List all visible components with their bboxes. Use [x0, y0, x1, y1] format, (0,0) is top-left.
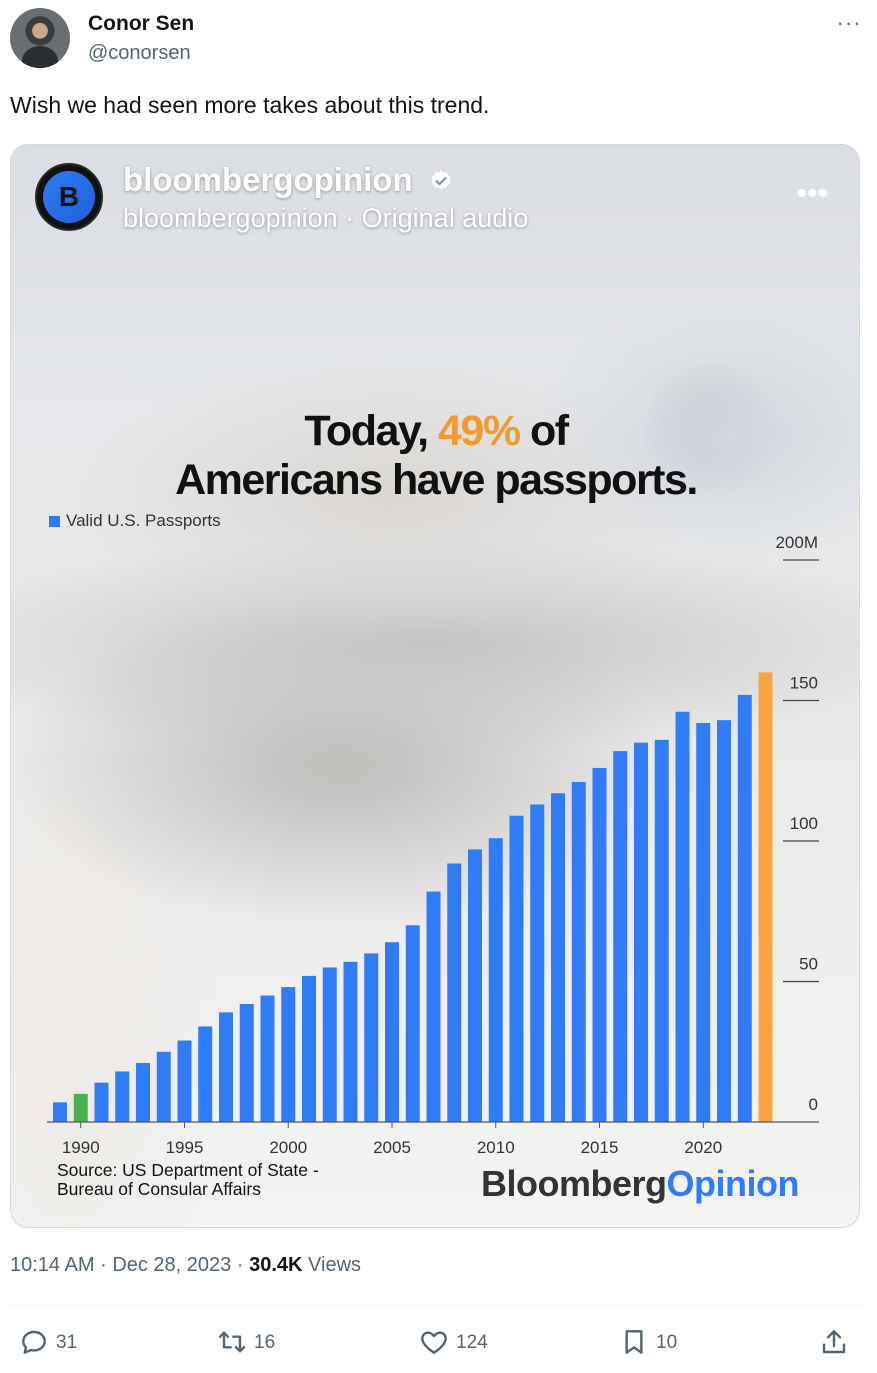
bar-1998	[239, 1003, 254, 1122]
tweet-text: Wish we had seen more takes about this t…	[10, 92, 490, 118]
bar-2010	[488, 838, 503, 1122]
bar-2002	[322, 967, 337, 1122]
repost-count: 16	[254, 1332, 276, 1353]
bar-2018	[654, 739, 669, 1122]
bar-2015	[592, 767, 607, 1122]
bar-1994	[156, 1051, 171, 1122]
bar-2004	[364, 953, 379, 1122]
actions-divider	[10, 1305, 860, 1306]
bar-2008	[447, 863, 462, 1122]
embed-subtitle: bloombergopinion · Original audio	[123, 203, 529, 233]
bar-2001	[302, 975, 316, 1122]
repost-icon	[218, 1331, 246, 1353]
bar-2016	[613, 751, 628, 1122]
headline-percentage: 49%	[438, 407, 521, 455]
more-options-button[interactable]: ···	[836, 10, 862, 35]
bar-2012	[530, 804, 545, 1122]
embed-avatar: B	[35, 163, 103, 231]
bar-1993	[136, 1062, 150, 1122]
bar-2000	[281, 987, 296, 1122]
bar-2007	[426, 891, 441, 1122]
bar-2023	[758, 672, 773, 1122]
tweet-time[interactable]: 10:14 AM	[10, 1254, 95, 1276]
bar-1990	[73, 1093, 88, 1122]
bar-2022	[737, 694, 752, 1122]
headline-line-1: Today, 49% of	[11, 407, 859, 456]
share-icon	[822, 1330, 846, 1354]
bar-2014	[571, 781, 586, 1122]
source-line-2: Bureau of Consular Affairs	[57, 1179, 261, 1199]
x-tick-label-2000: 2000	[269, 1138, 307, 1157]
embed-account-name: bloombergopinion	[123, 161, 413, 198]
legend-swatch	[49, 516, 60, 527]
bar-2019	[675, 711, 690, 1122]
logo-part-2: Opinion	[666, 1163, 800, 1204]
author-handle[interactable]: @conorsen	[88, 42, 191, 64]
headline-prefix: Today,	[304, 407, 438, 455]
reply-icon	[22, 1330, 46, 1354]
bar-2017	[634, 742, 648, 1122]
x-tick-label-2020: 2020	[684, 1138, 722, 1157]
tweet-header: Conor Sen @conorsen ···	[10, 8, 867, 72]
tweet-meta: 10:14 AM · Dec 28, 2023 · 30.4K Views	[10, 1254, 361, 1277]
y-tick-label-100: 100	[790, 814, 818, 833]
bar-1996	[198, 1026, 213, 1122]
source-line-1: Source: US Department of State -	[57, 1160, 319, 1180]
y-tick-label-50: 50	[799, 955, 818, 974]
embed-more-icon: •••	[796, 177, 829, 208]
bookmark-icon	[625, 1330, 643, 1354]
chart-source: Source: US Department of State - Bureau …	[57, 1161, 319, 1199]
x-tick-label-2005: 2005	[373, 1138, 411, 1157]
legend-label: Valid U.S. Passports	[66, 511, 221, 530]
tweet-actions: 31 16 124 10	[10, 1320, 855, 1364]
bar-2021	[717, 720, 731, 1122]
bar-2006	[405, 925, 420, 1122]
x-tick-label-1990: 1990	[62, 1138, 100, 1157]
bar-1992	[115, 1071, 130, 1122]
headline-line-2: Americans have passports.	[175, 456, 698, 504]
meta-separator: ·	[100, 1254, 107, 1276]
x-tick-label-2010: 2010	[477, 1138, 515, 1157]
like-count: 124	[456, 1332, 488, 1353]
views-label: Views	[308, 1254, 362, 1276]
media-card[interactable]: B bloombergopinion bloombergopinion · Or…	[10, 144, 860, 1228]
bar-1997	[219, 1012, 233, 1122]
bar-1999	[260, 995, 275, 1122]
bookmark-count: 10	[656, 1332, 678, 1353]
passports-bar-chart: 1990 1995 2000 2005 2010 2015 2020 0 50 100 150 200…	[47, 533, 819, 1157]
reply-count: 31	[56, 1332, 78, 1353]
views-count: 30.4K	[249, 1254, 303, 1276]
chart-legend: Valid U.S. Passports	[49, 511, 221, 531]
y-tick-label-200: 200M	[775, 533, 818, 552]
meta-separator-2: ·	[236, 1254, 244, 1276]
y-tick-label-0: 0	[809, 1095, 818, 1114]
y-tick-label-150: 150	[790, 674, 818, 693]
bloomberg-opinion-logo: BloombergOpinion	[481, 1163, 799, 1205]
verified-badge-icon	[431, 170, 451, 190]
bar-2009	[468, 849, 482, 1122]
tweet-date[interactable]: Dec 28, 2023	[112, 1254, 232, 1276]
bar-1989	[53, 1102, 67, 1122]
logo-part-1: Bloomberg	[481, 1163, 667, 1204]
x-tick-label-2015: 2015	[581, 1138, 619, 1157]
bar-2020	[696, 722, 711, 1122]
author-avatar[interactable]	[10, 8, 70, 68]
heart-icon	[421, 1331, 447, 1354]
bar-1991	[94, 1082, 109, 1122]
bar-2005	[385, 942, 399, 1122]
bar-1995	[177, 1040, 192, 1122]
x-tick-label-1995: 1995	[166, 1138, 204, 1157]
embed-avatar-letter: B	[43, 171, 95, 223]
bar-2011	[509, 815, 524, 1122]
headline-suffix: of	[519, 407, 569, 455]
author-name[interactable]: Conor Sen	[88, 12, 195, 35]
bar-2013	[551, 793, 565, 1122]
bar-2003	[343, 961, 358, 1122]
